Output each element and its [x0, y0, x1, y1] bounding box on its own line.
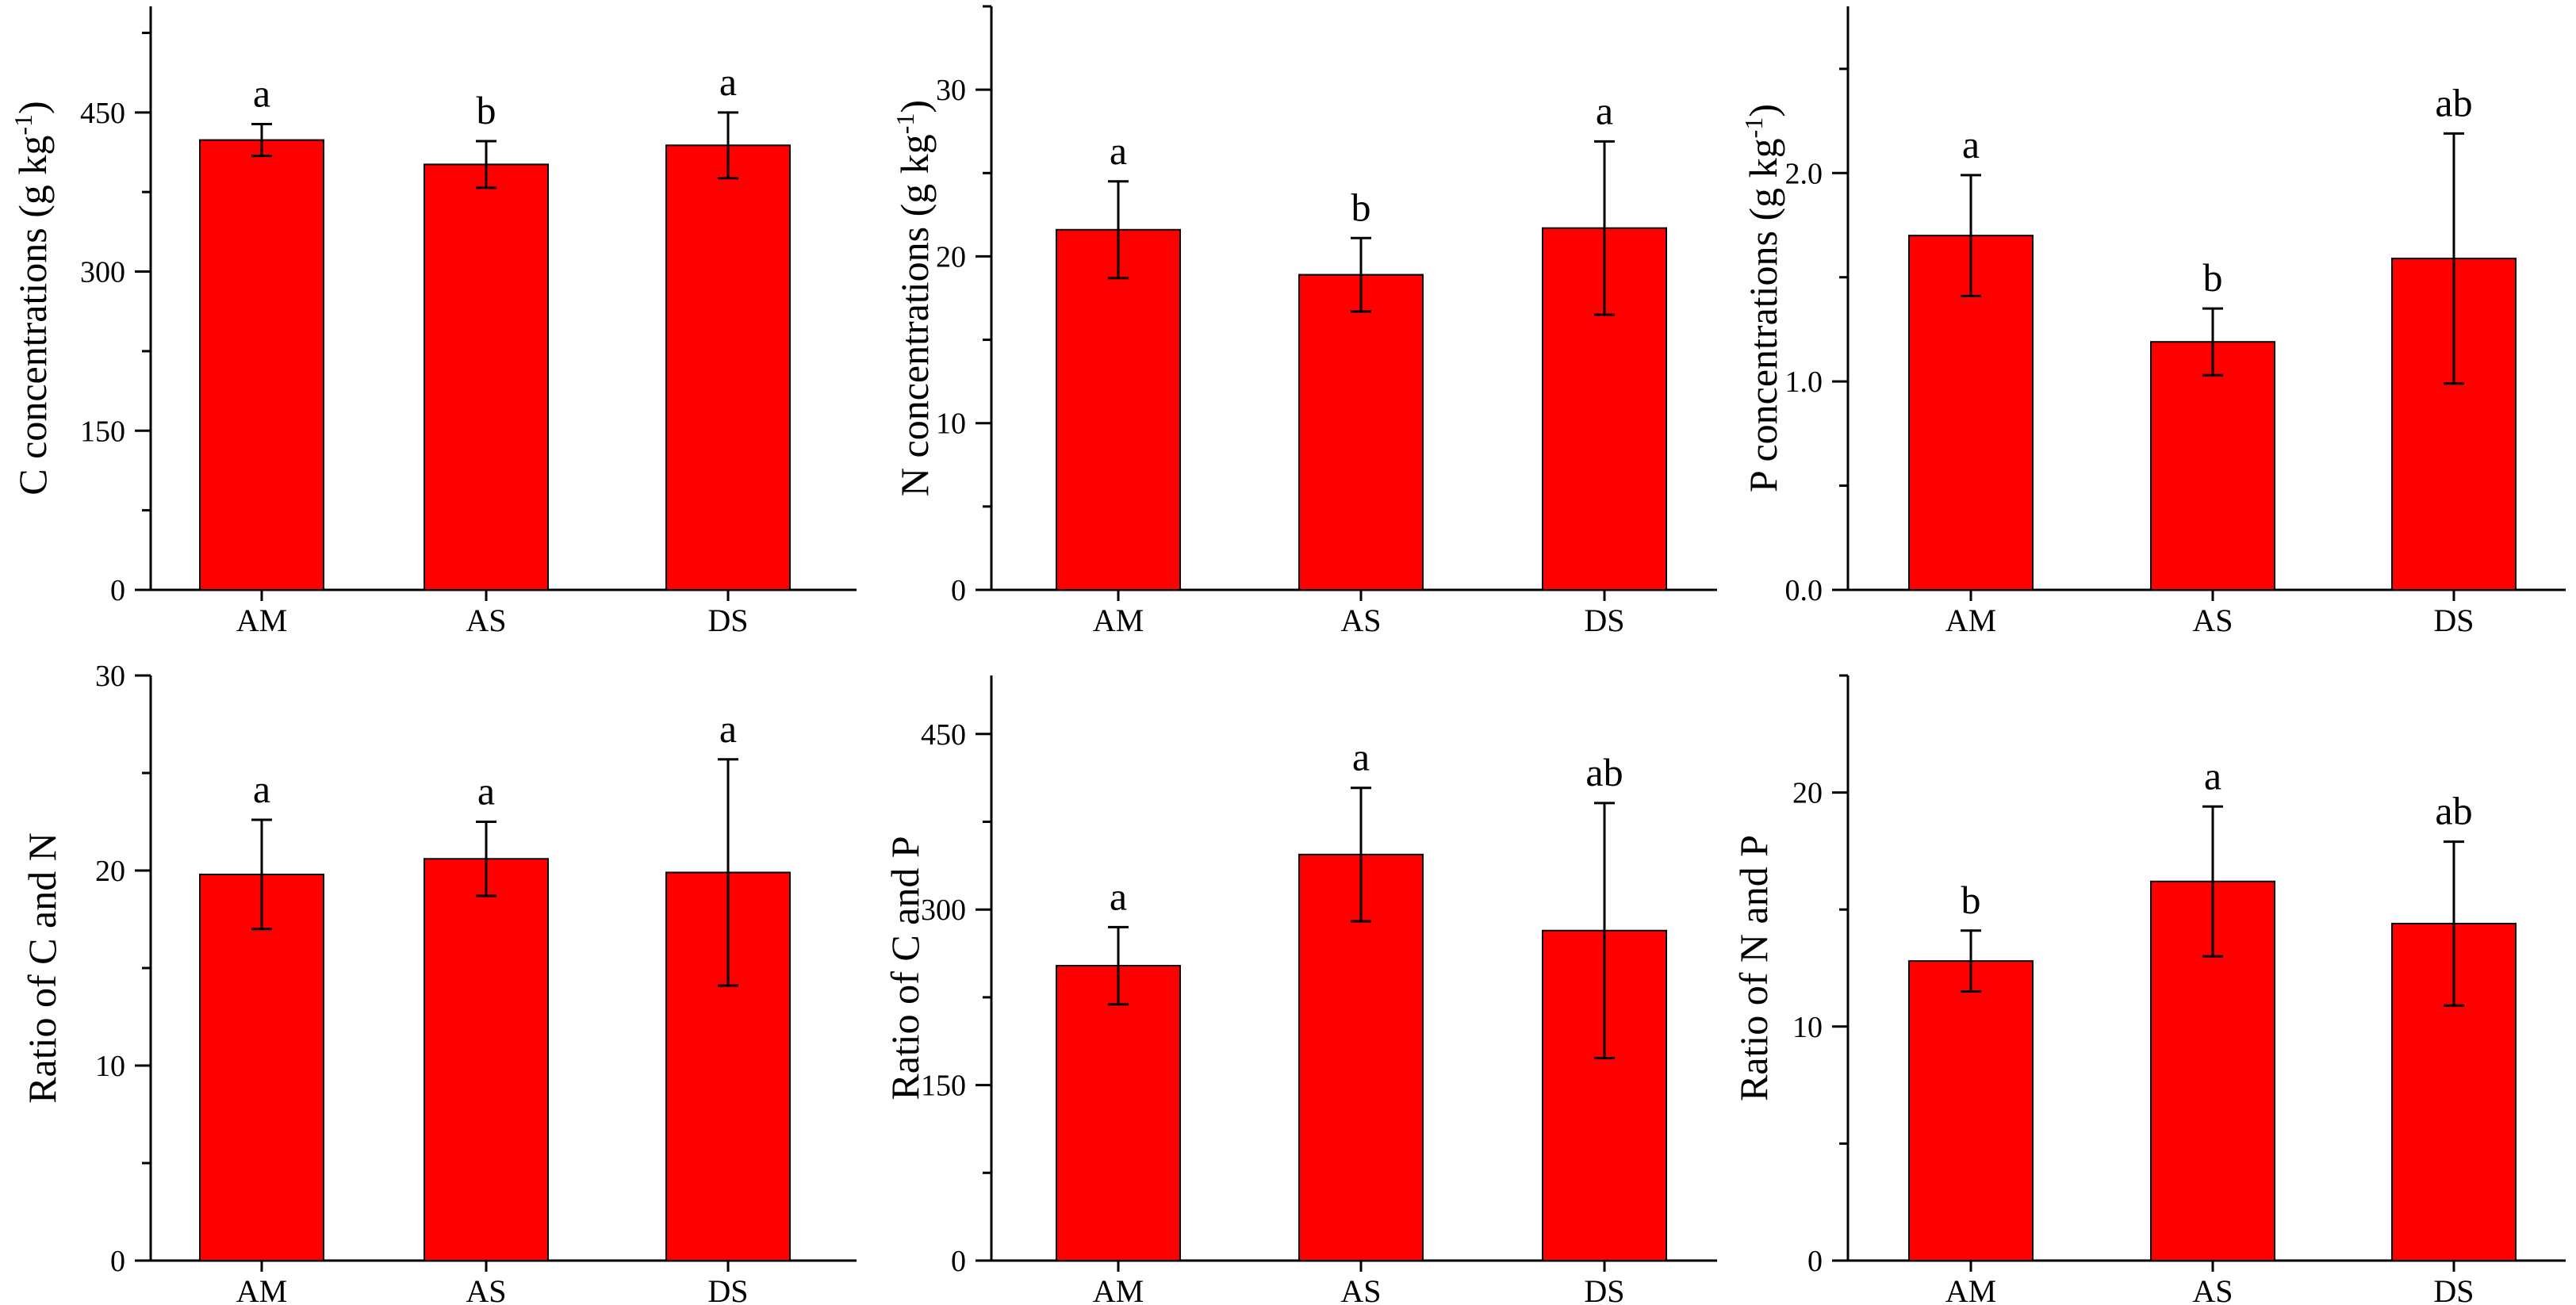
bar-am [199, 139, 324, 591]
significance-letter: a [1352, 735, 1370, 779]
x-tick-label: DS [707, 603, 748, 638]
y-tick-label: 1.0 [1785, 365, 1823, 399]
y-tick-label: 2.0 [1785, 157, 1823, 190]
significance-letter: a [1962, 122, 1980, 166]
significance-letter: a [1110, 874, 1127, 918]
y-tick-label: 150 [921, 1070, 966, 1103]
x-tick-label: DS [2433, 603, 2474, 638]
y-axis-title-superscript: -1 [1739, 117, 1768, 139]
bar-am [199, 873, 324, 1262]
x-tick-label: AS [2192, 603, 2233, 638]
y-tick-label: 0 [110, 1245, 125, 1278]
bar-ds [665, 144, 791, 591]
y-axis-title: P concentrations (g kg-1) [1739, 104, 1785, 492]
y-axis-title: Ratio of N and P [1731, 835, 1776, 1101]
significance-letter: b [2203, 255, 2223, 300]
y-axis-title-close: ) [892, 100, 937, 113]
x-tick-label: AS [1340, 1273, 1381, 1305]
y-tick-label: 20 [936, 240, 966, 274]
x-tick-label: AS [1340, 603, 1381, 638]
y-tick-label: 0 [110, 574, 125, 607]
y-tick-label: 450 [80, 97, 125, 130]
x-tick-label: DS [707, 1273, 748, 1305]
y-tick-label: 0.0 [1785, 574, 1823, 607]
y-tick-label: 20 [1792, 777, 1823, 810]
significance-letter: b [477, 88, 496, 132]
significance-letter: a [1596, 88, 1613, 132]
significance-letter: a [253, 767, 270, 811]
bar-as [2150, 341, 2275, 591]
significance-letter: a [719, 706, 737, 751]
x-tick-label: AS [466, 1273, 506, 1305]
y-tick-label: 0 [951, 1245, 966, 1278]
x-tick-label: AM [1093, 603, 1144, 638]
y-tick-label: 450 [921, 718, 966, 752]
x-tick-label: AM [1945, 1273, 1996, 1305]
y-axis-title-close: ) [10, 101, 55, 114]
significance-letter: a [1110, 128, 1127, 173]
x-tick-label: AM [236, 1273, 287, 1305]
significance-letter: b [1961, 878, 1981, 922]
bar-as [1298, 274, 1424, 591]
y-tick-label: 10 [1792, 1011, 1823, 1044]
y-tick-label: 20 [95, 855, 125, 888]
y-tick-label: 0 [951, 574, 966, 607]
chart-panel-5: 0 150 300 450 a AM a AS ab DS Ratio of C and P [883, 675, 1717, 1305]
x-tick-label: DS [2433, 1273, 2474, 1305]
bar-as [424, 163, 549, 591]
significance-letter: b [1351, 185, 1371, 229]
x-tick-label: DS [1584, 603, 1624, 638]
y-axis-title-text: C concentrations (g kg [10, 136, 55, 496]
y-axis-title: Ratio of C and N [20, 832, 64, 1104]
y-axis-title-superscript: -1 [9, 114, 37, 136]
bar-am [1056, 228, 1181, 591]
y-axis-title-text: N concentrations (g kg [892, 134, 937, 496]
significance-letter: a [477, 769, 495, 813]
chart-panel-1: 0 150 300 450 a AM b AS a DS C concentrations (g k… [9, 6, 857, 638]
y-axis-title: N concentrations (g kg-1) [891, 100, 937, 496]
significance-letter: ab [2435, 789, 2472, 833]
significance-letter: ab [1585, 750, 1623, 794]
x-tick-label: AM [1945, 603, 1996, 638]
x-tick-label: DS [1584, 1273, 1624, 1305]
x-tick-label: AS [466, 603, 506, 638]
significance-letter: a [2204, 753, 2221, 798]
y-tick-label: 10 [95, 1050, 125, 1083]
x-tick-label: AM [236, 603, 287, 638]
y-axis-title-superscript: -1 [891, 113, 919, 135]
chart-panel-4: 0 10 20 30 a AM a AS a DS Ratio of C and N [20, 660, 857, 1305]
y-axis-title-text: P concentrations (g kg [1741, 138, 1785, 492]
y-tick-label: 150 [80, 415, 125, 448]
y-tick-label: 0 [1807, 1245, 1823, 1278]
y-axis-title: C concentrations (g kg-1) [9, 101, 55, 495]
y-tick-label: 300 [80, 256, 125, 289]
significance-letter: ab [2435, 80, 2472, 124]
chart-panel-3: 0.0 1.0 2.0 a AM b AS ab DS P concentrations (g k… [1739, 6, 2566, 638]
y-axis-title-close: ) [1741, 104, 1785, 117]
bar-am [1908, 960, 2034, 1262]
bar-as [424, 858, 549, 1261]
y-axis-title: Ratio of C and P [883, 836, 927, 1100]
y-tick-label: 30 [936, 74, 966, 107]
x-tick-label: AM [1093, 1273, 1144, 1305]
significance-letter: a [719, 59, 737, 104]
x-tick-label: AS [2192, 1273, 2233, 1305]
y-tick-label: 30 [95, 660, 125, 693]
bar-am [1056, 965, 1181, 1261]
y-tick-label: 300 [921, 894, 966, 927]
chart-panel-6: 0 10 20 b AM a AS ab DS Ratio of N and P [1731, 674, 2566, 1305]
significance-letter: a [253, 71, 270, 116]
y-tick-label: 10 [936, 408, 966, 441]
chart-panel-2: 0 10 20 30 a AM b AS a DS N concentrations (g kg-1… [891, 5, 1717, 638]
